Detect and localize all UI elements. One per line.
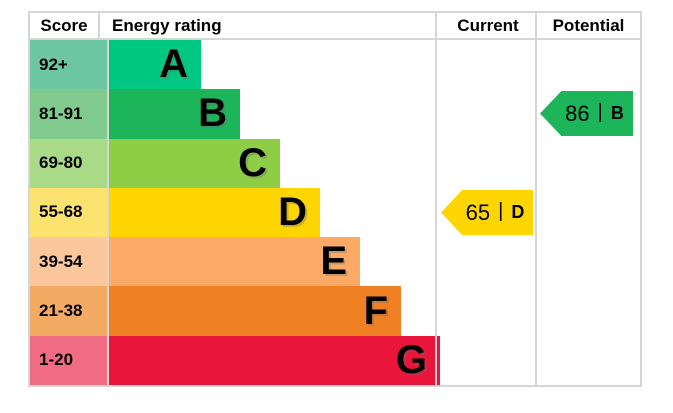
potential-score-value: 86 <box>565 100 590 126</box>
header-energy-rating: Energy rating <box>112 16 222 35</box>
band-row-g: 1-20 G <box>30 335 640 385</box>
band-bar: D <box>109 187 320 238</box>
band-row-d: 55-68 D <box>30 187 640 238</box>
band-bar: A <box>109 40 201 90</box>
current-score-value: 65 <box>465 199 491 225</box>
band-bar-area: C <box>109 138 640 188</box>
grid-line-current <box>435 13 437 385</box>
band-bar: G <box>109 335 440 385</box>
band-bar-area: F <box>109 286 640 336</box>
table-header-row: Score Energy rating Current Potential <box>30 13 640 40</box>
band-bar-area: B <box>109 89 640 139</box>
header-potential: Potential <box>552 16 625 35</box>
band-bar-area: D <box>109 187 640 238</box>
potential-rating-arrow: 86 | B <box>540 91 633 136</box>
header-current: Current <box>457 16 519 35</box>
band-row-c: 69-80 C <box>30 138 640 188</box>
band-row-e: 39-54 E <box>30 237 640 287</box>
band-score-cell: 1-20 <box>30 335 109 385</box>
band-bar-area: A <box>109 40 640 90</box>
band-score-cell: 21-38 <box>30 286 109 336</box>
grid-line-potential <box>535 13 537 385</box>
band-score-cell: 92+ <box>30 40 109 90</box>
band-bar-area: G <box>109 335 640 385</box>
band-row-a: 92+ A <box>30 40 640 90</box>
band-bar: F <box>109 286 401 336</box>
current-rating-arrow: 65 | D <box>441 190 533 235</box>
band-bar: B <box>109 89 240 139</box>
band-row-f: 21-38 F <box>30 286 640 336</box>
epc-table: Score Energy rating Current Potential 92… <box>28 11 642 387</box>
band-score-cell: 81-91 <box>30 89 109 139</box>
band-bar: E <box>109 237 360 287</box>
band-rows: 92+ A 81-91 B 69-80 C 55-68 D <box>30 40 640 385</box>
separator-bar: | <box>597 101 603 123</box>
separator-bar: | <box>498 200 504 222</box>
potential-rating-letter: B <box>610 103 624 123</box>
band-row-b: 81-91 B <box>30 89 640 139</box>
band-bar: C <box>109 138 280 188</box>
band-score-cell: 69-80 <box>30 138 109 188</box>
band-score-cell: 39-54 <box>30 237 109 287</box>
header-score: Score <box>30 13 100 38</box>
band-score-cell: 55-68 <box>30 187 109 238</box>
band-bar-area: E <box>109 237 640 287</box>
current-rating-letter: D <box>511 202 525 222</box>
